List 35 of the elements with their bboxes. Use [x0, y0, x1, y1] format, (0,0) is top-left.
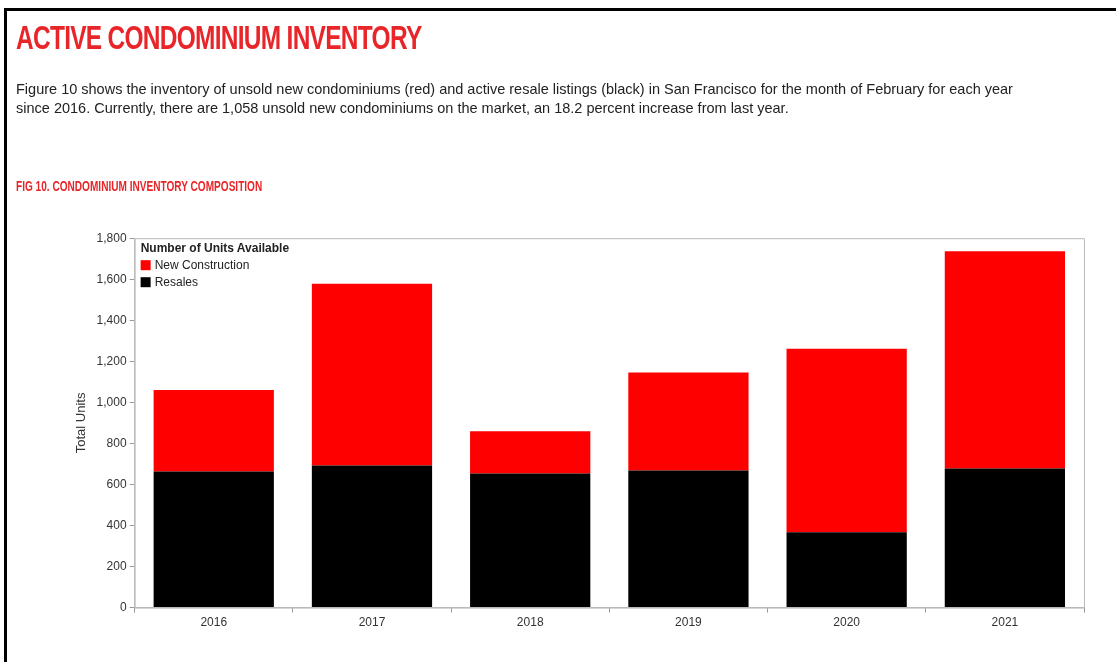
- y-axis-title: Total Units: [73, 392, 89, 454]
- x-tick-label: 2018: [516, 615, 544, 630]
- bar: [153, 471, 274, 608]
- x-tick-label: 2019: [675, 615, 703, 630]
- y-tick-label: 800: [106, 435, 127, 450]
- x-tick-label: 2020: [833, 615, 861, 630]
- bar: [311, 283, 433, 466]
- bar: [786, 532, 907, 608]
- y-tick-label: 1,400: [96, 312, 127, 327]
- caption: Figure 10 shows the inventory of unsold new condominiums (red) and active resale listings (black) in San Francisco for the month of February for each year since 2016. Currently, there are 1,058 unsold new condominiums on the market, an 18.2 percent increase from last year.: [16, 80, 1014, 118]
- bar: [153, 390, 274, 472]
- bar: [470, 473, 591, 608]
- x-tick-label: 2021: [991, 615, 1019, 630]
- bar: [786, 348, 907, 533]
- x-tick-label: 2017: [358, 615, 386, 630]
- y-tick-label: 1,800: [96, 230, 127, 245]
- y-tick-label: 200: [106, 558, 127, 573]
- y-tick-label: 0: [119, 599, 127, 614]
- bar: [311, 465, 433, 608]
- y-tick-label: 400: [106, 517, 127, 532]
- legend-title: Number of Units Available: [140, 240, 290, 255]
- legend-label: Resales: [154, 274, 198, 289]
- legend-label: New Construction: [154, 257, 250, 272]
- bar: [944, 468, 1066, 608]
- y-tick-label: 1,600: [96, 271, 127, 286]
- y-tick-label: 600: [106, 476, 127, 491]
- bar: [628, 372, 749, 471]
- chart-subtitle: FIG 10. CONDOMINIUM INVENTORY COMPOSITION: [16, 178, 263, 194]
- x-tick-label: 2016: [200, 615, 228, 630]
- y-tick-label: 1,200: [96, 353, 127, 368]
- bar: [470, 431, 591, 474]
- chart-title: ACTIVE CONDOMINIUM INVENTORY: [16, 18, 422, 57]
- bar: [944, 251, 1066, 469]
- bar: [628, 470, 749, 608]
- y-tick-label: 1,000: [96, 394, 127, 409]
